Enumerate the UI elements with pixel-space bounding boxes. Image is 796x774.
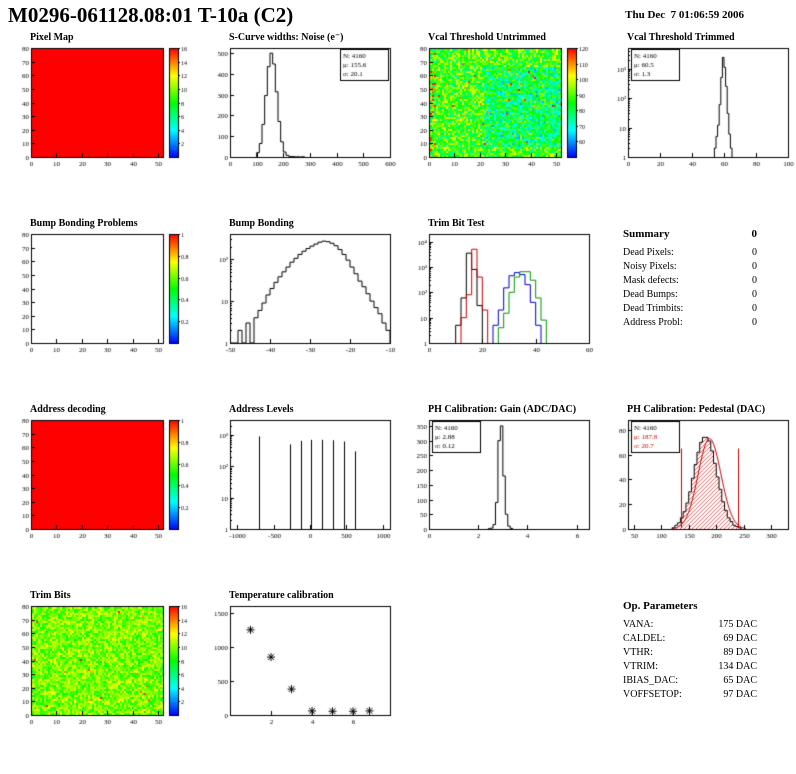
cell-scurve-noise: S-Curve widths: Noise (e⁻): [203, 30, 402, 216]
op-param-label: VOFFSETOP:: [623, 689, 682, 700]
address-levels-plot: [203, 416, 399, 542]
plot-title: Trim Bit Test: [428, 218, 485, 229]
summary-panel: Summary 0 Dead Pixels: 0 Noisy Pixels: 0 M…: [623, 216, 757, 328]
plot-title: Vcal Threshold Trimmed: [627, 32, 735, 43]
cell-summary: Summary 0 Dead Pixels: 0 Noisy Pixels: 0 M…: [601, 216, 796, 402]
summary-row-label: Dead Trimbits:: [623, 303, 684, 314]
summary-row-label: Dead Bumps:: [623, 289, 678, 300]
summary-row-label: Mask defects:: [623, 275, 679, 286]
trim-bit-test-plot: [402, 230, 598, 356]
cell-trim-bit-test: Trim Bit Test: [402, 216, 601, 402]
pixel-map-plot: [4, 44, 200, 170]
op-parameters-panel: Op. Parameters VANA: 175 DAC CALDEL: 69 DA…: [623, 588, 757, 700]
plot-title: Bump Bonding: [229, 218, 294, 229]
plot-title: PH Calibration: Pedestal (DAC): [627, 404, 766, 415]
plot-title: S-Curve widths: Noise (e⁻): [229, 32, 344, 43]
op-param-row: VTRIM: 134 DAC: [623, 661, 757, 672]
summary-row: Mask defects: 0: [623, 275, 757, 286]
summary-title: Summary: [623, 228, 670, 240]
cell-vcal-trimmed: Vcal Threshold Trimmed: [601, 30, 796, 216]
op-param-value: 97 DAC: [723, 689, 757, 700]
cell-trim-bits: Trim Bits: [4, 588, 203, 774]
cell-bump-bonding-problems: Bump Bonding Problems: [4, 216, 203, 402]
page-title: M0296-061128.08:01 T-10a (C2): [8, 3, 294, 27]
plot-title: PH Calibration: Gain (ADC/DAC): [428, 404, 577, 415]
cell-vcal-untrimmed: Vcal Threshold Untrimmed: [402, 30, 601, 216]
summary-row: Dead Pixels: 0: [623, 247, 757, 258]
summary-row-value: 0: [752, 317, 757, 328]
summary-row-value: 0: [752, 247, 757, 258]
cell-ph-gain: PH Calibration: Gain (ADC/DAC): [402, 402, 601, 588]
cell-temperature-calibration: Temperature calibration: [203, 588, 402, 774]
summary-row: Address Probl: 0: [623, 317, 757, 328]
cell-bump-bonding: Bump Bonding: [203, 216, 402, 402]
plot-title: Bump Bonding Problems: [30, 218, 138, 229]
op-param-value: 175 DAC: [718, 619, 757, 630]
summary-row-value: 0: [752, 275, 757, 286]
op-param-row: IBIAS_DAC: 65 DAC: [623, 675, 757, 686]
vcal-trimmed-plot: [601, 44, 796, 170]
summary-total: 0: [751, 228, 758, 240]
report-header: M0296-061128.08:01 T-10a (C2) Thu Dec 7 …: [0, 0, 796, 30]
op-param-row: CALDEL: 69 DAC: [623, 633, 757, 644]
bump-bonding-plot: [203, 230, 399, 356]
summary-row-label: Address Probl:: [623, 317, 683, 328]
ph-gain-plot: [402, 416, 598, 542]
plot-title: Address Levels: [229, 404, 294, 415]
op-param-value: 134 DAC: [718, 661, 757, 672]
cell-address-levels: Address Levels: [203, 402, 402, 588]
cell-ph-pedestal: PH Calibration: Pedestal (DAC): [601, 402, 796, 588]
plot-title: Vcal Threshold Untrimmed: [428, 32, 546, 43]
ph-pedestal-plot: [601, 416, 796, 542]
cell-op-parameters: Op. Parameters VANA: 175 DAC CALDEL: 69 DA…: [601, 588, 796, 774]
summary-row-value: 0: [752, 303, 757, 314]
op-param-value: 65 DAC: [723, 675, 757, 686]
address-decoding-plot: [4, 416, 200, 542]
plot-title: Address decoding: [30, 404, 106, 415]
summary-row-value: 0: [752, 261, 757, 272]
plot-title: Trim Bits: [30, 590, 71, 601]
summary-row: Dead Trimbits: 0: [623, 303, 757, 314]
plot-grid: Pixel Map S-Curve widths: Noise (e⁻) Vca…: [0, 30, 796, 774]
bump-bonding-problems-plot: [4, 230, 200, 356]
vcal-untrimmed-plot: [402, 44, 598, 170]
op-param-row: VTHR: 89 DAC: [623, 647, 757, 658]
summary-row: Dead Bumps: 0: [623, 289, 757, 300]
op-param-row: VOFFSETOP: 97 DAC: [623, 689, 757, 700]
op-param-label: CALDEL:: [623, 633, 666, 644]
cell-address-decoding: Address decoding: [4, 402, 203, 588]
op-param-value: 69 DAC: [723, 633, 757, 644]
summary-row-value: 0: [752, 289, 757, 300]
summary-row: Noisy Pixels: 0: [623, 261, 757, 272]
op-param-label: IBIAS_DAC:: [623, 675, 679, 686]
op-parameters-title: Op. Parameters: [623, 600, 698, 612]
op-param-label: VTHR:: [623, 647, 653, 658]
scurve-noise-plot: [203, 44, 399, 170]
temperature-calibration-plot: [203, 602, 399, 728]
trim-bits-plot: [4, 602, 200, 728]
cell-pixel-map: Pixel Map: [4, 30, 203, 216]
summary-row-label: Dead Pixels:: [623, 247, 674, 258]
empty-cell: [402, 588, 601, 774]
plot-title: Temperature calibration: [229, 590, 334, 601]
op-param-value: 89 DAC: [723, 647, 757, 658]
op-param-label: VANA:: [623, 619, 654, 630]
op-param-label: VTRIM:: [623, 661, 658, 672]
timestamp: Thu Dec 7 01:06:59 2006: [625, 9, 744, 21]
summary-row-label: Noisy Pixels:: [623, 261, 677, 272]
plot-title: Pixel Map: [30, 32, 74, 43]
op-param-row: VANA: 175 DAC: [623, 619, 757, 630]
